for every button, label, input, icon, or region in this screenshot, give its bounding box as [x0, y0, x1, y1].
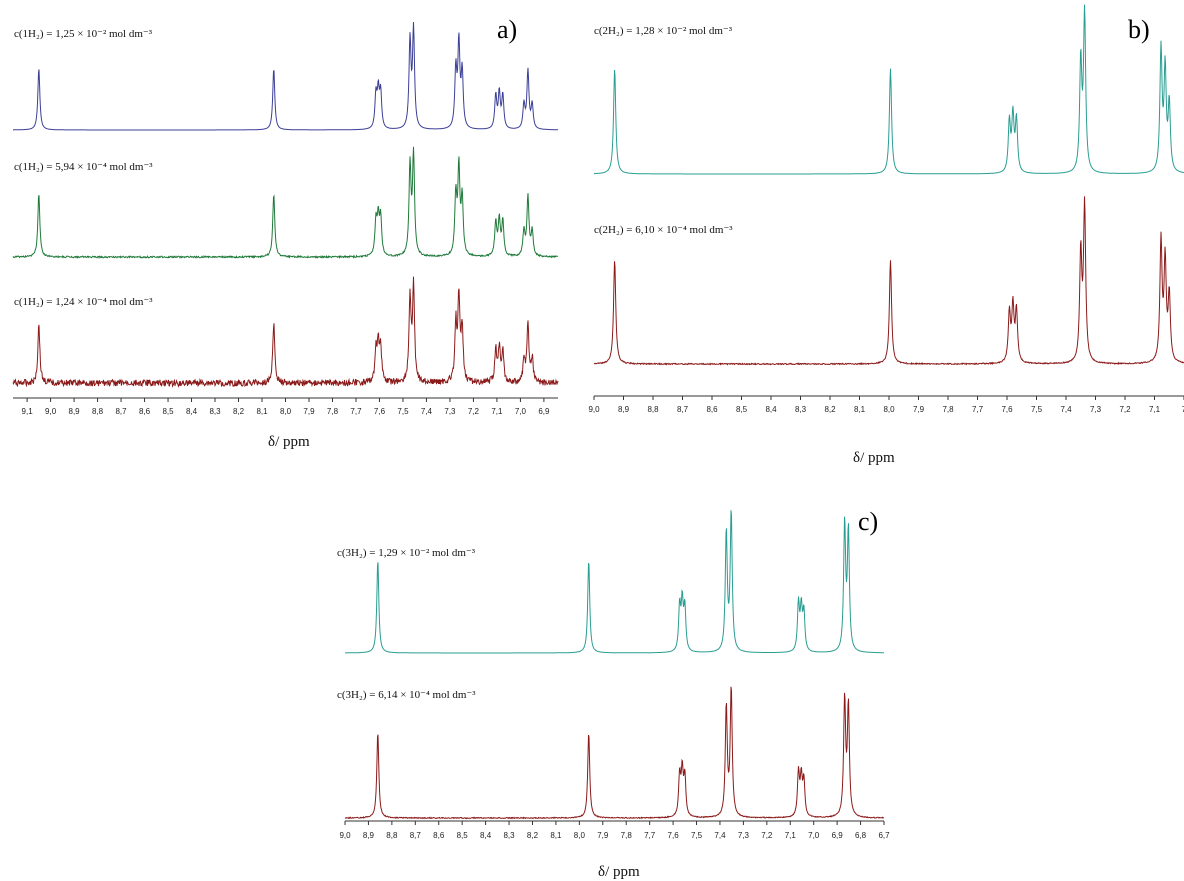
x-tick-label: 7,2	[1119, 405, 1131, 414]
x-tick-label: 7,9	[597, 831, 609, 840]
x-tick-label: 8,9	[69, 407, 81, 416]
x-tick-label: 8,9	[363, 831, 375, 840]
panel-c-x-axis-title: δ/ ppm	[598, 864, 640, 880]
x-tick-label: 7,5	[691, 831, 703, 840]
x-tick-label: 7,0	[515, 407, 527, 416]
x-tick-label: 7,2	[761, 831, 773, 840]
panel-a-spectrum-2-label: c(1H₂) = 5,94 × 10⁻⁴ mol dm⁻³	[14, 161, 153, 173]
x-tick-label: 8,5	[736, 405, 748, 414]
x-tick-label: 7,5	[397, 407, 409, 416]
x-tick-label: 7,4	[421, 407, 433, 416]
panel-a-spectrum-1-label: c(1H₂) = 1,25 × 10⁻² mol dm⁻³	[14, 28, 153, 40]
x-tick-label: 8,1	[854, 405, 866, 414]
panel-a: a) c(1H₂) = 1,25 × 10⁻² mol dm⁻³ c(1H₂) …	[12, 15, 559, 450]
panel-c: c) c(3H₂) = 1,29 × 10⁻² mol dm⁻³ c(3H₂) …	[337, 507, 890, 880]
x-tick-label: 8,2	[824, 405, 836, 414]
x-tick-label: 8,8	[386, 831, 398, 840]
panel-b-spectrum-1-label: c(2H₂) = 1,28 × 10⁻² mol dm⁻³	[594, 25, 733, 37]
x-tick-label: 7,2	[468, 407, 480, 416]
x-tick-label: 7,6	[1001, 405, 1013, 414]
x-tick-label: 8,6	[706, 405, 718, 414]
x-tick-label: 8,8	[647, 405, 659, 414]
panel-c-spectrum-1-label: c(3H₂) = 1,29 × 10⁻² mol dm⁻³	[337, 547, 476, 559]
x-tick-label: 9,0	[339, 831, 351, 840]
x-tick-label: 7,8	[942, 405, 954, 414]
panel-a-x-axis: 9,1 9,0 8,9 8,8 8,7 8,6 8,5 8,4 8,3 8,2 8,1 8,0 7,9 7…	[13, 397, 558, 416]
panel-b-x-axis-title: δ/ ppm	[853, 450, 895, 466]
panel-c-letter: c)	[858, 507, 878, 536]
x-tick-label: 7,7	[350, 407, 362, 416]
panel-c-x-axis: 9,0 8,9 8,8 8,7 8,6 8,5 8,4 8,3 8,2 8,1 8,0 7,9 7,8 7…	[339, 820, 890, 840]
x-tick-label: 7,1	[491, 407, 503, 416]
panel-c-spectra	[345, 510, 885, 820]
panel-a-spectra	[12, 21, 559, 388]
panel-a-spectrum-3-label: c(1H₂) = 1,24 × 10⁻⁴ mol dm⁻³	[14, 296, 153, 308]
panel-b-spectra	[593, 4, 1184, 366]
panel-c-spectrum-2-label: c(3H₂) = 6,14 × 10⁻⁴ mol dm⁻³	[337, 689, 476, 701]
x-tick-label: 8,0	[574, 831, 586, 840]
x-tick-label: 7,3	[444, 407, 456, 416]
x-tick-label: 8,1	[550, 831, 562, 840]
x-tick-label: 8,0	[883, 405, 895, 414]
panel-b-x-axis: 9,0 8,9 8,8 8,7 8,6 8,5 8,4 8,3 8,2 8,1 8,0 7,9 7,8 7…	[588, 395, 1184, 414]
panel-b-letter: b)	[1128, 15, 1150, 44]
x-tick-label: 8,3	[209, 407, 221, 416]
panel-c-spectrum-2-trace	[345, 686, 885, 820]
panel-b-spectrum-2-label: c(2H₂) = 6,10 × 10⁻⁴ mol dm⁻³	[594, 224, 733, 236]
x-tick-label: 9,1	[22, 407, 34, 416]
x-tick-label: 7,9	[913, 405, 925, 414]
x-tick-label: 8,5	[162, 407, 174, 416]
x-tick-label: 8,2	[527, 831, 539, 840]
x-tick-label: 7,8	[621, 831, 633, 840]
panel-c-spectrum-1-trace	[345, 510, 884, 654]
x-tick-label: 8,6	[139, 407, 151, 416]
x-tick-label: 7,3	[1090, 405, 1102, 414]
x-tick-label: 8,2	[233, 407, 245, 416]
x-tick-label: 7,1	[785, 831, 797, 840]
x-tick-label: 7	[1182, 405, 1184, 414]
panel-a-spectrum-2-trace	[12, 146, 559, 260]
x-tick-label: 9,0	[45, 407, 57, 416]
panel-b-spectrum-2-trace	[593, 196, 1184, 366]
x-tick-label: 8,6	[433, 831, 445, 840]
panel-b-spectrum-1-trace	[594, 4, 1184, 175]
x-tick-label: 7,6	[374, 407, 386, 416]
x-tick-label: 7,0	[808, 831, 820, 840]
x-tick-label: 7,1	[1149, 405, 1161, 414]
x-tick-label: 7,8	[327, 407, 339, 416]
x-tick-label: 8,3	[503, 831, 515, 840]
x-tick-label: 7,9	[303, 407, 315, 416]
x-tick-label: 6,9	[832, 831, 844, 840]
x-tick-label: 7,4	[1060, 405, 1072, 414]
x-tick-label: 7,6	[668, 831, 680, 840]
x-tick-label: 9,0	[588, 405, 600, 414]
x-tick-label: 8,8	[92, 407, 104, 416]
x-tick-label: 7,4	[714, 831, 726, 840]
x-tick-label: 8,5	[457, 831, 469, 840]
panel-a-spectrum-3-trace	[12, 276, 559, 388]
x-tick-label: 8,0	[280, 407, 292, 416]
x-tick-label: 7,5	[1031, 405, 1043, 414]
x-tick-label: 8,3	[795, 405, 807, 414]
x-tick-label: 7,3	[738, 831, 750, 840]
x-tick-label: 8,4	[480, 831, 492, 840]
x-tick-label: 7,7	[644, 831, 656, 840]
panel-a-x-axis-title: δ/ ppm	[268, 434, 310, 450]
x-tick-label: 8,4	[765, 405, 777, 414]
panel-a-spectrum-1-trace	[13, 21, 558, 131]
x-tick-label: 8,9	[618, 405, 630, 414]
x-tick-label: 8,4	[186, 407, 198, 416]
panel-a-letter: a)	[497, 15, 517, 44]
x-tick-label: 6,7	[878, 831, 890, 840]
x-tick-label: 8,7	[410, 831, 422, 840]
x-tick-label: 7,7	[972, 405, 984, 414]
panel-b: b) c(2H₂) = 1,28 × 10⁻² mol dm⁻³ c(2H₂) …	[588, 4, 1184, 466]
x-tick-label: 8,1	[256, 407, 268, 416]
x-tick-label: 8,7	[677, 405, 689, 414]
x-tick-label: 6,9	[538, 407, 550, 416]
x-tick-label: 8,7	[115, 407, 127, 416]
x-tick-label: 6,8	[855, 831, 867, 840]
